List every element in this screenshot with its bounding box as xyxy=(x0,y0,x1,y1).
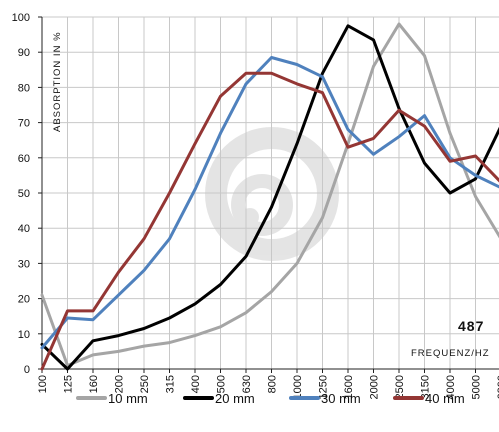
legend-label-40mm: 40 mm xyxy=(425,391,465,406)
y-tick-label: 50 xyxy=(18,188,30,200)
x-tick-label: 6300 xyxy=(496,375,499,399)
x-tick-label: 1000 xyxy=(292,375,304,399)
x-tick-label: 800 xyxy=(267,375,279,393)
x-axis-label: FREQUENZ/HZ xyxy=(411,348,490,359)
series-line-30mm xyxy=(40,56,499,350)
series-line-20mm xyxy=(40,24,499,371)
x-tick-label: 1600 xyxy=(343,375,355,399)
y-tick-label: 60 xyxy=(18,153,30,165)
x-tick-label: 500 xyxy=(216,375,228,393)
x-tick-label: 2500 xyxy=(394,375,406,399)
series-line-40mm xyxy=(40,71,499,371)
x-tick-label: 1250 xyxy=(318,375,330,399)
y-tick-label: 90 xyxy=(18,47,30,59)
x-tick-label: 2000 xyxy=(369,375,381,399)
x-tick-label: 630 xyxy=(241,375,253,393)
chart-axes xyxy=(38,16,499,373)
legend-label-20mm: 20 mm xyxy=(215,391,255,406)
y-tick-labels: 0 10 20 30 40 50 60 70 80 90 100 xyxy=(12,12,30,376)
x-tick-label: 200 xyxy=(114,375,126,393)
y-tick-label: 40 xyxy=(18,223,30,235)
x-tick-label: 4000 xyxy=(445,375,457,399)
x-tick-label: 125 xyxy=(63,375,75,393)
y-tick-label: 30 xyxy=(18,258,30,270)
y-tick-label: 0 xyxy=(24,364,30,376)
x-tick-label: 160 xyxy=(88,375,100,393)
y-tick-label: 100 xyxy=(12,12,30,24)
annotation-487: 487 xyxy=(458,318,484,334)
series-line-10mm xyxy=(40,22,499,367)
x-tick-label: 5000 xyxy=(471,375,483,399)
legend-label-10mm: 10 mm xyxy=(108,391,148,406)
x-tick-label: 100 xyxy=(37,375,49,393)
x-tick-label: 3150 xyxy=(420,375,432,399)
x-tick-label: 400 xyxy=(190,375,202,393)
y-axis-label: ABSORPTION IN % xyxy=(52,31,63,132)
legend-label-30mm: 30 mm xyxy=(321,391,361,406)
y-tick-label: 20 xyxy=(18,294,30,306)
y-tick-label: 10 xyxy=(18,329,30,341)
y-tick-label: 80 xyxy=(18,82,30,94)
x-tick-labels: 100 125 160 200 250 315 400 500 630 800 1000 1250 16… xyxy=(37,375,499,399)
y-tick-label: 70 xyxy=(18,118,30,130)
legend: 10 mm 20 mm 30 mm 40 mm xyxy=(76,391,465,406)
x-tick-label: 315 xyxy=(165,375,177,393)
x-tick-label: 250 xyxy=(139,375,151,393)
series-layer xyxy=(40,22,499,371)
